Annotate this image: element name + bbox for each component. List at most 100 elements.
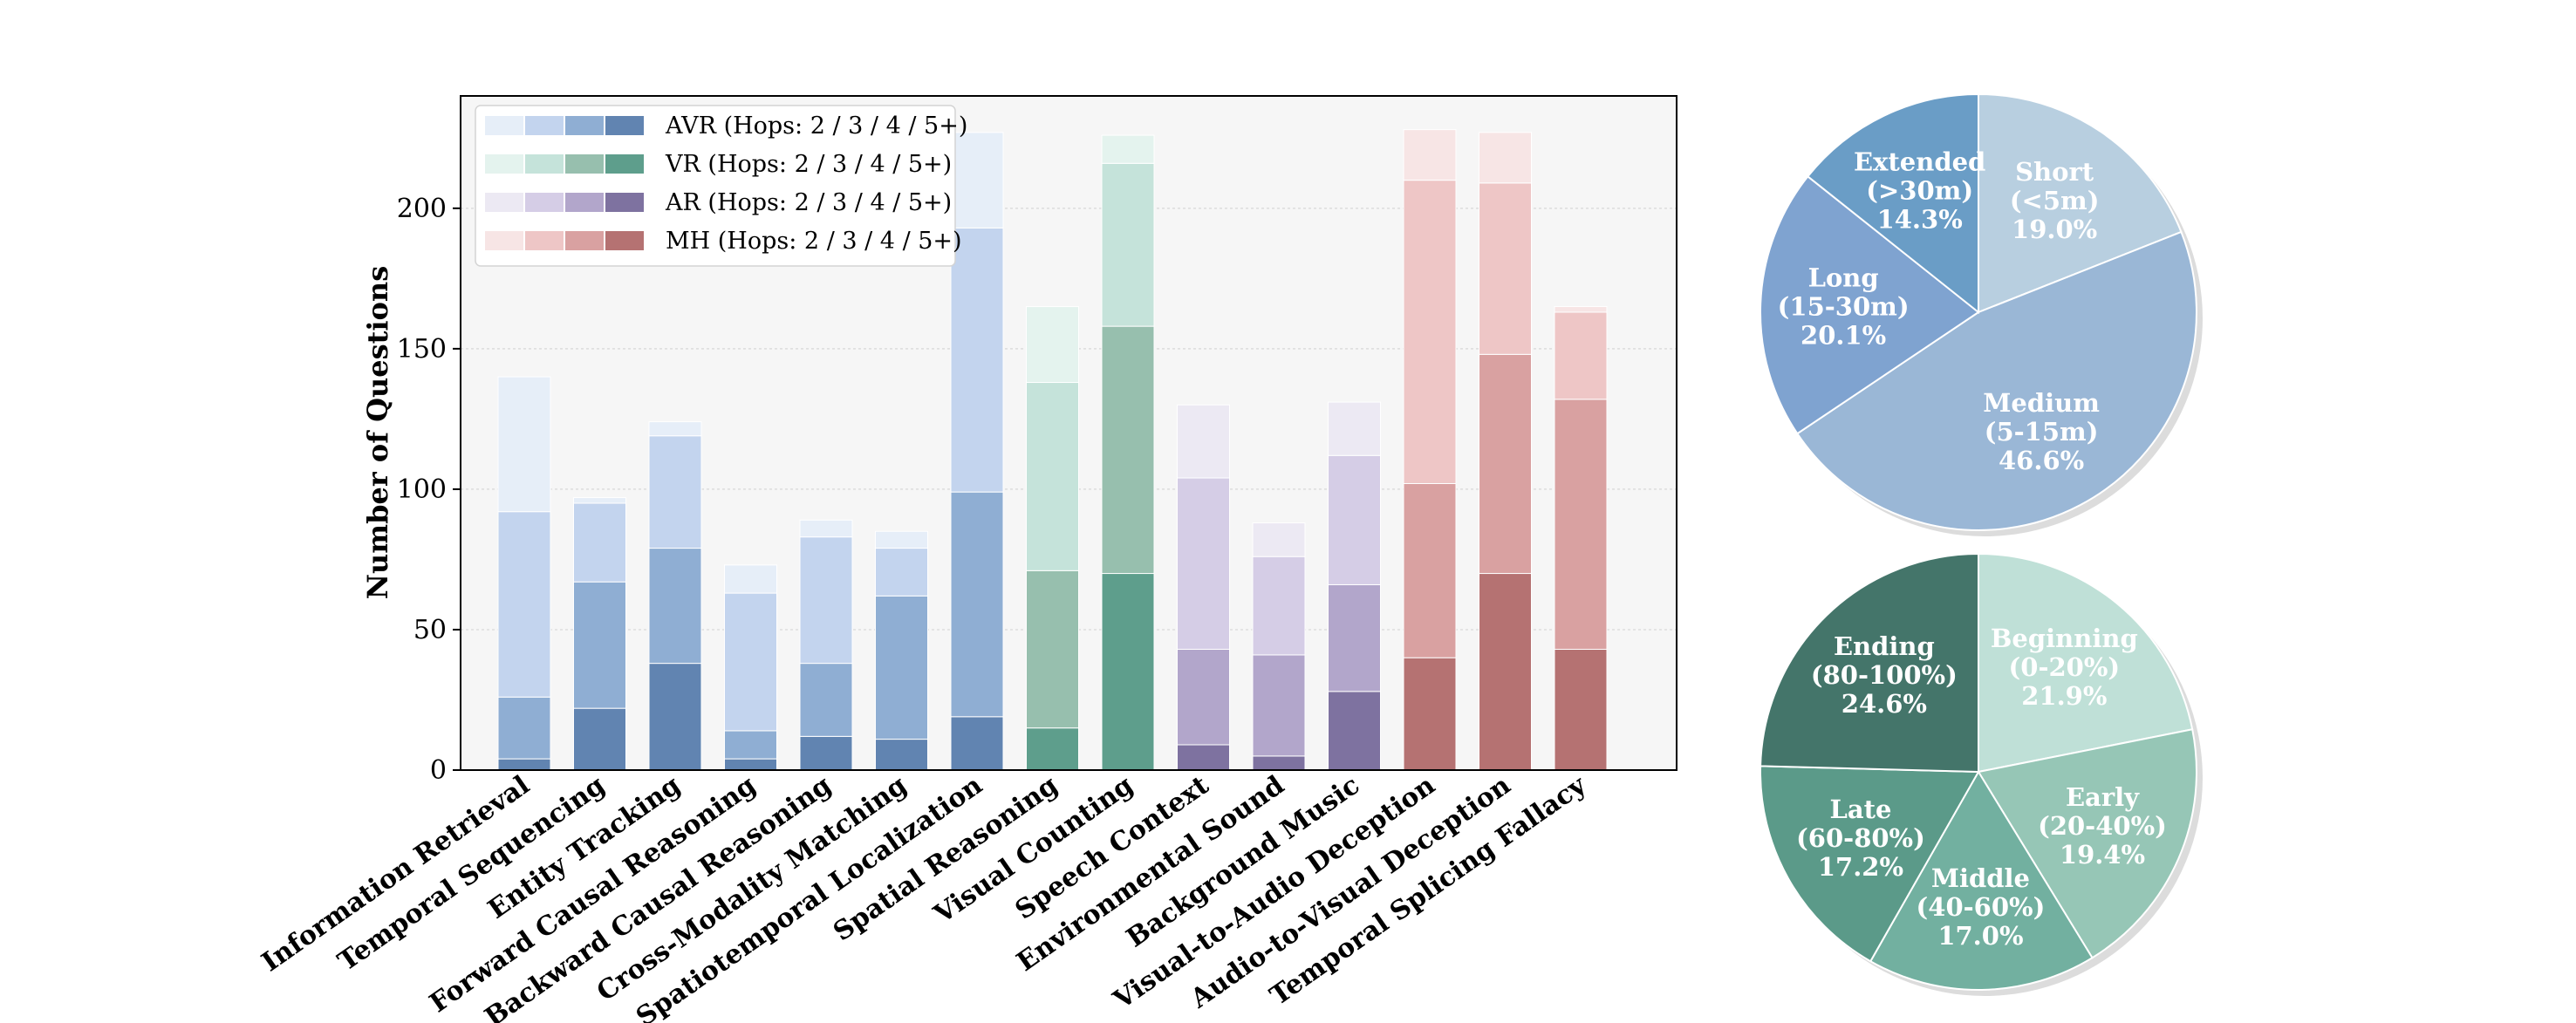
bar-segment-hops-5plus	[950, 716, 1004, 771]
pie-slice	[1978, 92, 2183, 314]
bar-segment-hops-2	[1554, 306, 1608, 313]
video-position-pie: Beginning(0-20%)21.9% Early(20-40%)19.4% M…	[1759, 552, 2203, 996]
legend-label: MH (Hops: 2 / 3 / 4 / 5+)	[666, 228, 962, 255]
pie-slice	[1806, 92, 1979, 315]
pie-slice-label: 19.4%	[2060, 840, 2145, 870]
legend-swatch	[565, 116, 604, 135]
pie-slice-label: (15-30m)	[1778, 292, 1910, 322]
bar-segment-hops-3	[950, 227, 1004, 493]
video-duration-pie: Short(<5m)19.0% Medium(5-15m)46.6% Long(15…	[1759, 92, 2203, 536]
bar-segment-hops-2	[724, 564, 777, 594]
legend-swatch	[485, 154, 523, 174]
legend-swatch	[525, 193, 564, 212]
pie-slice-label: 17.2%	[1818, 852, 1903, 882]
bar-segment-hops-2	[950, 132, 1004, 228]
bar-segment-hops-2	[1328, 401, 1381, 456]
pie-slice-label: 17.0%	[1937, 921, 2023, 951]
pie-slice-label: (5-15m)	[1985, 417, 2099, 447]
bar-segment-hops-4	[1328, 583, 1381, 692]
pie-slice-label: Extended	[1854, 147, 1985, 176]
pie-slice	[1795, 230, 2197, 531]
pie-slice	[1759, 765, 1980, 963]
bar-segment-hops-3	[497, 511, 551, 698]
pie-slice	[1759, 552, 1979, 774]
legend-swatch	[525, 154, 564, 174]
bar-segment-hops-2	[497, 376, 551, 513]
bar-segment-hops-4	[648, 548, 702, 665]
pie-slice	[1977, 728, 2197, 959]
legend-swatch	[605, 193, 644, 212]
pie-slice-label: (40-60%)	[1917, 892, 2046, 922]
legend-swatch	[525, 231, 564, 250]
bar-segment-hops-4	[1026, 569, 1079, 729]
pie-slice-label: Ending	[1834, 631, 1935, 661]
legend-swatch	[485, 193, 523, 212]
legend-swatch	[605, 154, 644, 174]
pie-slice-label: Short	[2015, 157, 2094, 187]
bar-segment-hops-4	[1177, 649, 1230, 746]
y-tick-label: 200	[397, 194, 447, 224]
bar-segment-hops-2	[799, 519, 853, 538]
legend-swatch	[565, 193, 604, 212]
bar-segment-hops-2	[1177, 404, 1230, 479]
bar-segment-hops-5plus	[1479, 573, 1532, 771]
bar-segment-hops-3	[648, 435, 702, 549]
bar-segment-hops-3	[1328, 454, 1381, 585]
bar-segment-hops-2	[1252, 522, 1306, 557]
legend-swatch	[605, 116, 644, 135]
bar-segment-hops-3	[1101, 162, 1155, 327]
pie-slice-label: 14.3%	[1877, 204, 1963, 234]
plot-frame	[460, 95, 1677, 771]
pie-slice-label: 20.1%	[1800, 321, 1886, 351]
pie-slice	[1869, 770, 2094, 991]
pie-slice-label: (>30m)	[1866, 175, 1973, 205]
bar-segment-hops-3	[875, 548, 928, 597]
bar-segment-hops-2	[1403, 129, 1457, 181]
y-tick-label: 0	[430, 755, 447, 786]
bar-segment-hops-4	[950, 491, 1004, 718]
pie-slice-label: Early	[2066, 782, 2140, 812]
bar-segment-hops-4	[875, 595, 928, 740]
bar-segment-hops-5plus	[799, 735, 853, 771]
bar-segment-hops-4	[1101, 325, 1155, 575]
pie-slice-label: 46.6%	[1999, 446, 2084, 475]
legend-swatch	[565, 231, 604, 250]
legend-swatch	[565, 154, 604, 174]
bar-segment-hops-4	[1554, 399, 1608, 651]
bar-segment-hops-2	[1026, 306, 1079, 384]
bar-segment-hops-5plus	[1101, 573, 1155, 771]
y-axis-label: Number of Questions	[361, 266, 394, 599]
pie-slice	[1978, 552, 2194, 774]
stacked-bar-chart: 0 50 100 150 200 Information RetrievalTempor…	[256, 95, 1677, 1023]
pie-slice-label: (0-20%)	[2009, 652, 2121, 682]
pie-slice-label: Middle	[1931, 863, 2030, 893]
bar-segment-hops-3	[1177, 477, 1230, 651]
bar-segment-hops-5plus	[1177, 744, 1230, 771]
pie-slice-label: 21.9%	[2021, 681, 2107, 711]
legend-label: AVR (Hops: 2 / 3 / 4 / 5+)	[665, 113, 967, 140]
pie-slice-label: Beginning	[1991, 624, 2138, 653]
legend-swatch	[525, 116, 564, 135]
bar-segment-hops-2	[573, 497, 626, 504]
y-axis-ticks: 0 50 100 150 200	[397, 194, 461, 786]
pie-slice-label: (<5m)	[2010, 186, 2100, 215]
bar-segment-hops-3	[1252, 556, 1306, 656]
bar-segment-hops-3	[1554, 311, 1608, 400]
legend-label: VR (Hops: 2 / 3 / 4 / 5+)	[665, 151, 952, 178]
pie-slice-label: 24.6%	[1841, 689, 1927, 719]
bar-segment-hops-4	[573, 581, 626, 709]
y-tick-label: 100	[397, 474, 447, 505]
bar-segment-hops-2	[875, 530, 928, 549]
bar-segment-hops-5plus	[1403, 657, 1457, 771]
bar-segment-hops-2	[648, 421, 702, 437]
pie-slice-label: Medium	[1983, 388, 2100, 418]
pie-slice	[1759, 174, 1980, 435]
bar-segment-hops-5plus	[497, 758, 551, 771]
bar-segment-hops-3	[724, 592, 777, 732]
bar-segment-hops-4	[799, 663, 853, 737]
pie-slice-label: (60-80%)	[1796, 823, 1925, 853]
y-tick-label: 150	[397, 334, 447, 365]
legend-swatch	[485, 231, 523, 250]
